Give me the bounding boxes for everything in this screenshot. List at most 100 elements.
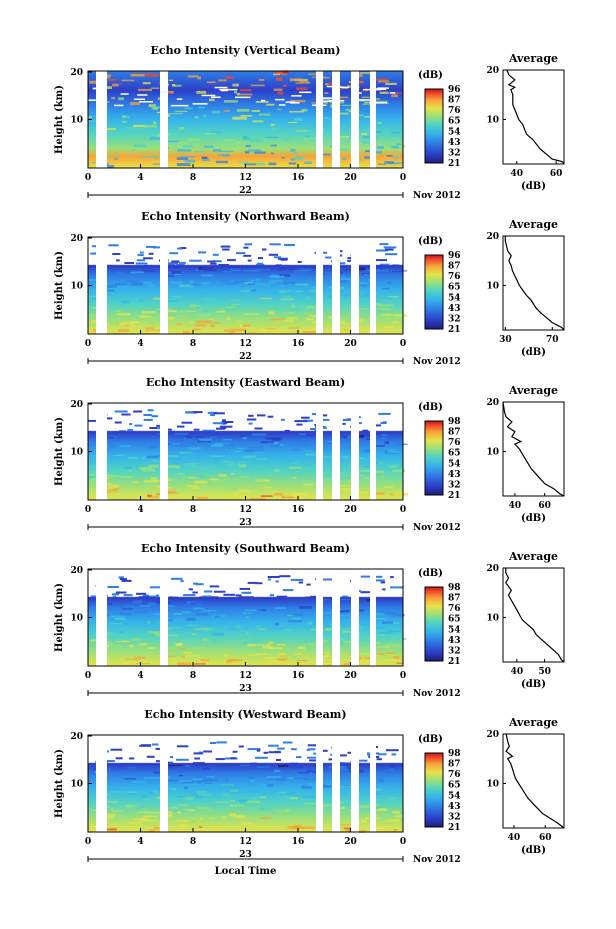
heatmap-cell — [145, 74, 159, 77]
heatmap-cell — [115, 271, 124, 275]
heatmap-cell — [256, 663, 272, 666]
heatmap-cell — [195, 583, 204, 586]
heatmap-cell — [291, 617, 301, 620]
heatmap-cell — [183, 145, 194, 148]
heatmap-cell — [276, 267, 287, 270]
heatmap-cell — [213, 590, 226, 593]
heatmap-cell — [280, 284, 286, 287]
heatmap-cell — [373, 470, 384, 474]
profile-x-tick-label: 30 — [499, 335, 512, 345]
heatmap-cell — [268, 162, 277, 166]
heatmap-cell — [152, 459, 168, 462]
heatmap-cell — [171, 810, 186, 813]
heatmap-cell — [393, 656, 400, 659]
heatmap-cell — [106, 489, 118, 492]
heatmap-cell — [222, 419, 226, 422]
heatmap-cell — [184, 159, 196, 163]
heatmap-cell — [115, 283, 128, 286]
heatmap-cell — [308, 748, 316, 751]
heatmap-cell — [267, 578, 271, 581]
heatmap-cell — [295, 777, 310, 779]
heatmap-cell — [340, 806, 345, 810]
heatmap-cell — [395, 314, 407, 317]
heatmap-cell — [181, 421, 193, 424]
colorbar-tick-label: 32 — [448, 646, 461, 656]
heatmap-cell — [88, 99, 96, 101]
heatmap-cell — [383, 611, 399, 615]
panel-title: Echo Intensity (Southward Beam) — [141, 542, 350, 555]
heatmap-cell — [119, 612, 132, 616]
heatmap-cell — [137, 644, 147, 647]
heatmap-cell — [239, 93, 253, 96]
heatmap-cell — [364, 657, 372, 660]
heatmap-cell — [374, 618, 386, 620]
heatmap-cell — [303, 450, 314, 453]
heatmap-cell — [191, 411, 203, 414]
heatmap-cell — [248, 414, 254, 417]
heatmap-cell — [88, 265, 403, 267]
profile-line — [502, 401, 565, 497]
heatmap-cell — [277, 644, 286, 646]
heatmap-cell — [194, 151, 204, 153]
heatmap-cell — [199, 661, 212, 663]
heatmap-cell — [282, 459, 291, 461]
heatmap-cell — [285, 473, 292, 475]
heatmap-cell — [88, 597, 403, 599]
heatmap-cell — [379, 263, 390, 266]
heatmap-cell — [324, 655, 331, 657]
heatmap-cell — [192, 328, 201, 331]
heatmap-cell — [282, 741, 293, 744]
colorbar-tick-label: 21 — [448, 823, 461, 833]
heatmap-cell — [341, 104, 351, 106]
heatmap-cell — [290, 796, 298, 800]
heatmap-cell — [169, 252, 179, 255]
heatmap-cell — [364, 101, 372, 104]
heatmap-cell — [304, 802, 320, 805]
heatmap-cell — [273, 770, 281, 772]
colorbar-tick-label: 43 — [448, 802, 461, 812]
heatmap-cell — [222, 302, 231, 305]
x-tick-label: 4 — [137, 671, 143, 681]
heatmap-cell — [108, 484, 118, 488]
colorbar-tick-label: 87 — [448, 96, 461, 106]
heatmap-cell — [391, 131, 400, 134]
heatmap-cell — [210, 455, 225, 457]
heatmap-cell — [247, 581, 257, 584]
data-gap — [332, 403, 340, 501]
heatmap-cell — [183, 437, 188, 441]
profile-line — [505, 733, 565, 829]
heatmap-cell — [168, 619, 173, 622]
data-gap — [370, 569, 376, 667]
heatmap-cell — [377, 87, 389, 89]
heatmap-cell — [177, 425, 185, 428]
heatmap-cell — [379, 610, 384, 614]
heatmap-cell — [89, 279, 99, 282]
heatmap-cell — [344, 329, 349, 331]
x-tick-label: 12 — [239, 671, 252, 681]
panel-4: Echo Intensity (Southward Beam) Height (k… — [54, 542, 565, 699]
x-tick-label: 16 — [292, 339, 305, 349]
heatmap-cell — [228, 813, 237, 817]
heatmap-cell — [120, 300, 130, 304]
heatmap-cell — [251, 289, 257, 292]
heatmap-cell — [246, 138, 259, 141]
heatmap-cell — [208, 465, 217, 468]
heatmap-cell — [202, 114, 207, 117]
heatmap-cell — [280, 443, 284, 447]
heatmap-cell — [359, 653, 372, 655]
heatmap-cell — [214, 86, 228, 89]
heatmap-cell — [192, 591, 198, 594]
heatmap-cell — [131, 127, 144, 131]
heatmap-cell — [211, 96, 221, 98]
heatmap-cell — [186, 481, 190, 483]
heatmap-cell — [228, 330, 236, 334]
heatmap-cell — [148, 812, 162, 814]
heatmap-cell — [294, 825, 302, 828]
heatmap-cell — [88, 419, 100, 422]
heatmap-cell — [295, 156, 305, 158]
heatmap-cell — [118, 430, 126, 432]
data-gap — [370, 735, 376, 833]
heatmap-cell — [223, 329, 230, 332]
heatmap-cell — [124, 466, 133, 469]
heatmap-cell — [189, 304, 196, 308]
